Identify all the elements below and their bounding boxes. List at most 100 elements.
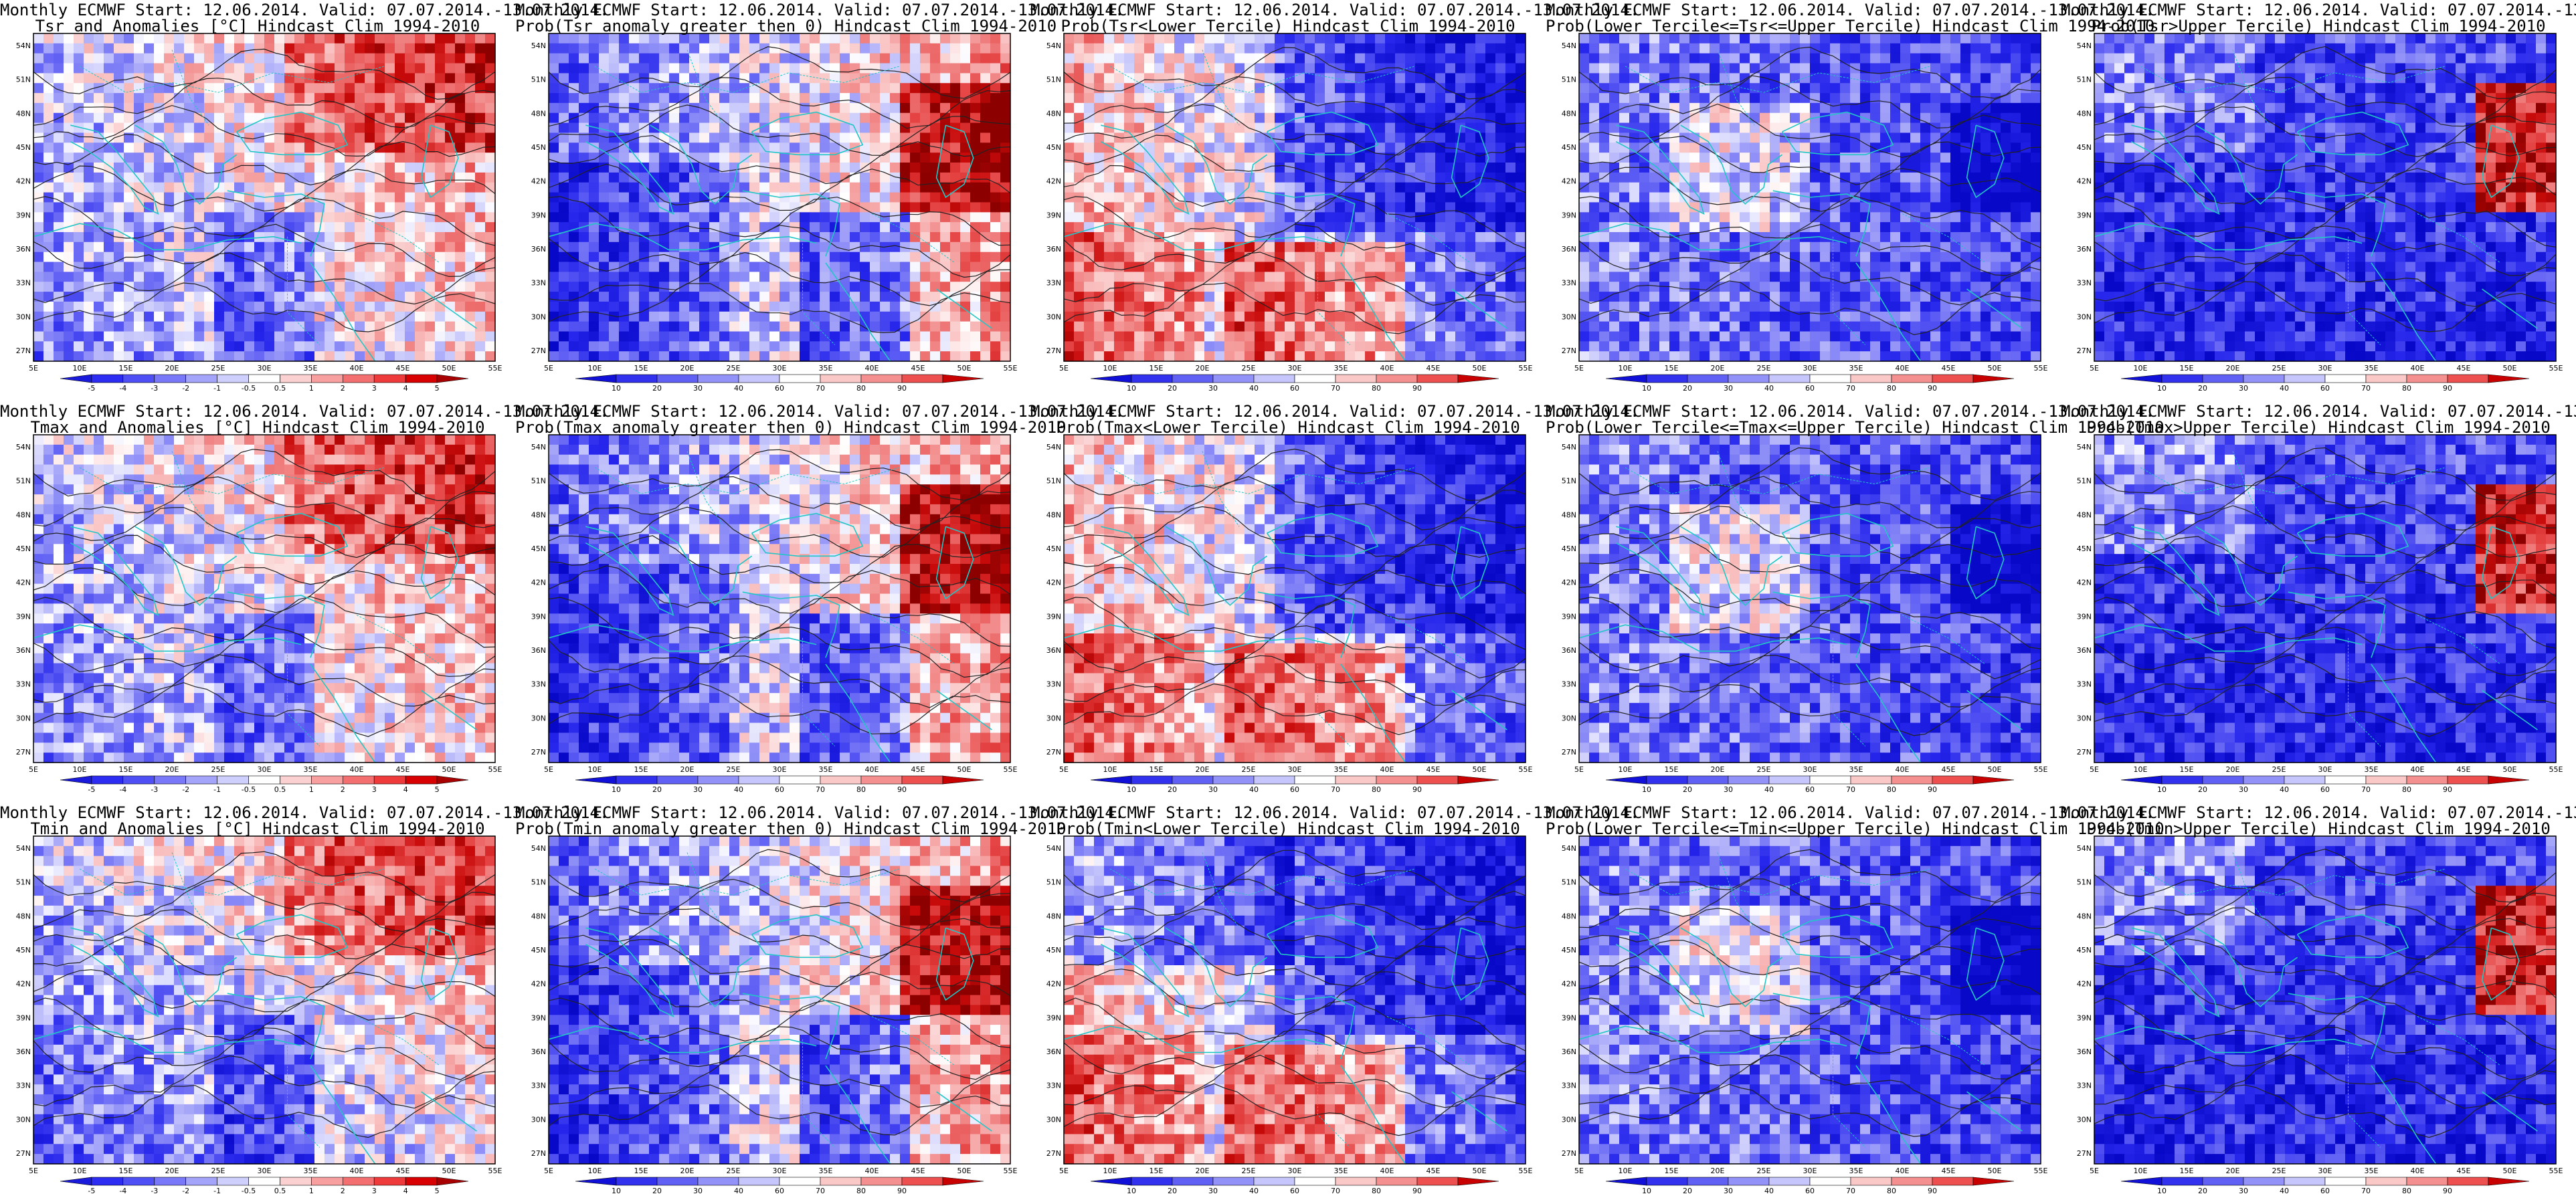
- colorbar-swatch: [820, 374, 862, 383]
- lat-tick-label: 27N: [1562, 748, 1576, 757]
- lat-tick-label: 51N: [531, 477, 546, 486]
- lat-tick-label: 51N: [16, 878, 31, 887]
- panel-title-line2: Tmin and Anomalies [°C] Hindcast Clim 19…: [0, 820, 515, 837]
- lat-tick-label: 30N: [16, 1115, 31, 1124]
- country-borders: [1625, 451, 1986, 746]
- lat-tick-label: 51N: [2077, 878, 2092, 887]
- colorbar-swatch: [1687, 1177, 1729, 1186]
- lat-tick-label: 33N: [16, 680, 31, 689]
- lat-tick-label: 48N: [2077, 109, 2092, 118]
- lat-tick-label: 42N: [531, 980, 546, 989]
- colorbar-label: -0.5: [242, 1187, 256, 1195]
- coastlines: [2094, 512, 2538, 763]
- colorbar-label: 90: [2443, 1187, 2452, 1195]
- lon-tick-label: 30E: [1288, 1167, 1302, 1175]
- colorbar-label: 90: [1412, 1187, 1422, 1195]
- lat-tick-label: 51N: [1046, 76, 1061, 84]
- lon-tick-label: 35E: [304, 1167, 318, 1175]
- colorbar-swatch: [820, 775, 862, 785]
- colorbar-label: 80: [1372, 1187, 1381, 1195]
- colorbar-swatch: [311, 374, 343, 383]
- map-frame: [548, 434, 1011, 763]
- colorbar-swatch: [616, 775, 658, 785]
- colorbar-swatch: [1728, 1177, 1770, 1186]
- colorbar-label: 40: [734, 384, 743, 393]
- lat-tick-label: 51N: [531, 878, 546, 887]
- lon-tick-label: 55E: [488, 765, 502, 774]
- panel-title-line2: Prob(Lower Tercile<=Tmin<=Upper Tercile)…: [1546, 820, 2165, 837]
- lat-tick-label: 48N: [2077, 912, 2092, 920]
- lat-tick-label: 33N: [1046, 279, 1061, 288]
- colorbar-swatch: [1172, 775, 1214, 785]
- colorbar-label: 90: [1928, 785, 1937, 794]
- colorbar-swatch: [154, 374, 187, 383]
- colorbar-label: 30: [1208, 384, 1218, 393]
- colorbar-swatch: [738, 374, 780, 383]
- shaded-field: [549, 435, 1011, 763]
- lon-tick-label: 50E: [1988, 1167, 2002, 1175]
- colorbar-swatch: [122, 374, 155, 383]
- colorbar-label: 40: [1764, 785, 1774, 794]
- colorbar-label: 30: [2239, 1187, 2248, 1195]
- colorbar-label: 60: [1805, 384, 1815, 393]
- colorbar: -5 -4 -3 -2 -1 -0.5 0.5 1 2 3 4 5: [60, 775, 469, 794]
- map-panel-tmax-prob-pos: 54N 51N 48N 45N 42N 39N 36N 33N 30N 27N 5E 10E 15E 20…: [515, 401, 1124, 803]
- colorbar-label: 60: [1805, 785, 1815, 794]
- colorbar-label: -2: [182, 384, 189, 393]
- lat-tick-label: 36N: [2077, 245, 2092, 254]
- colorbar-label: 10: [612, 785, 621, 794]
- lon-tick-label: 55E: [1519, 1167, 1533, 1175]
- lat-tick-label: 30N: [1046, 714, 1061, 722]
- lat-tick-label: 36N: [2077, 646, 2092, 655]
- colorbar-swatch: [2324, 775, 2367, 785]
- lon-tick-label: 45E: [911, 364, 925, 373]
- panel-title-line2: Tmax and Anomalies [°C] Hindcast Clim 19…: [0, 419, 515, 436]
- colorbar-swatch: [280, 775, 312, 785]
- colorbar-swatch: [405, 374, 438, 383]
- colorbar-swatch: [738, 1177, 780, 1186]
- colorbar-label: 30: [2239, 785, 2248, 794]
- lon-tick-label: 15E: [2180, 765, 2194, 774]
- country-borders: [79, 852, 440, 1148]
- lon-tick-label: 50E: [2503, 364, 2517, 373]
- colorbar-swatch: [1212, 775, 1255, 785]
- colorbar-swatch: [1253, 1177, 1295, 1186]
- lat-tick-label: 27N: [2077, 346, 2092, 355]
- lon-tick-label: 30E: [1803, 1167, 1817, 1175]
- lat-tick-label: 54N: [1046, 443, 1061, 452]
- lon-tick-label: 5E: [29, 765, 38, 774]
- shaded-field: [1579, 33, 2041, 362]
- coastlines: [1063, 512, 1507, 763]
- coastlines: [548, 914, 992, 1165]
- lat-tick-label: 30N: [1562, 1115, 1576, 1124]
- colorbar-swatch: [1253, 775, 1295, 785]
- lon-tick-label: 50E: [442, 765, 456, 774]
- lon-tick-label: 50E: [1473, 1167, 1487, 1175]
- colorbar-label: 60: [775, 785, 784, 794]
- panel-title-line1: Monthly ECMWF Start: 12.06.2014. Valid: …: [515, 403, 1124, 420]
- lat-tick-label: 30N: [1562, 714, 1576, 722]
- colorbar-swatch: [2324, 1177, 2367, 1186]
- lat-tick-label: 33N: [2077, 1082, 2092, 1090]
- lon-tick-label: 10E: [588, 765, 602, 774]
- lat-tick-label: 48N: [16, 510, 31, 519]
- lat-tick-label: 42N: [1562, 980, 1576, 989]
- colorbar-label: -5: [88, 384, 95, 393]
- lat-tick-label: 45N: [531, 946, 546, 955]
- panel-title-line2: Prob(Tsr<Lower Tercile) Hindcast Clim 19…: [1030, 17, 1546, 35]
- map-frame: [1063, 835, 1526, 1165]
- colorbar-label: -4: [119, 384, 126, 393]
- lat-tick-label: 45N: [2077, 544, 2092, 553]
- colorbar-swatch: [1809, 374, 1851, 383]
- lat-tick-label: 33N: [2077, 680, 2092, 689]
- lat-tick-label: 42N: [1562, 177, 1576, 186]
- colorbar-swatch: [1605, 775, 1647, 785]
- lat-tick-label: 48N: [531, 912, 546, 920]
- colorbar-label: -3: [151, 785, 158, 794]
- colorbar-swatch: [2243, 1177, 2285, 1186]
- colorbar-label: 70: [2361, 1187, 2371, 1195]
- colorbar-swatch: [1090, 775, 1132, 785]
- lon-tick-label: 45E: [1427, 1167, 1441, 1175]
